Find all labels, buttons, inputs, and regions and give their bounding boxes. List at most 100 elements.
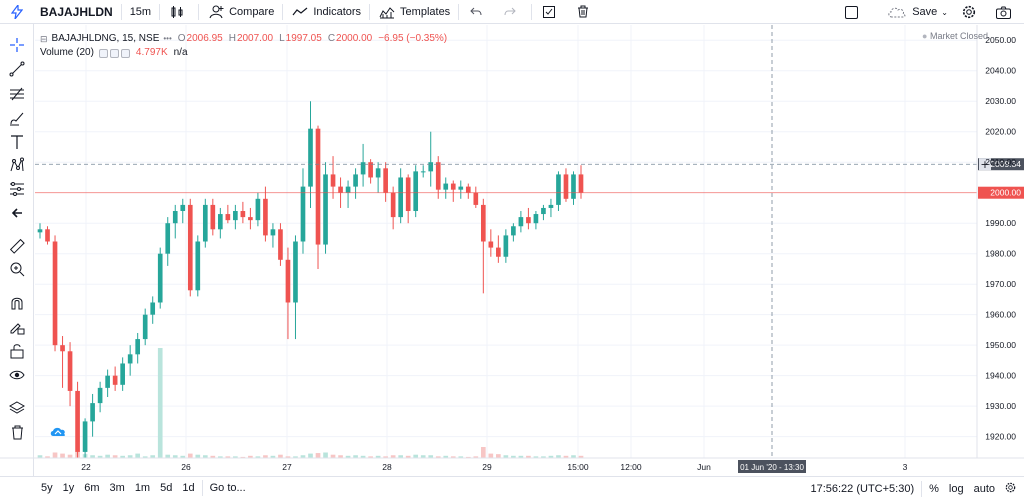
snapshot-button[interactable] <box>988 0 1024 24</box>
candle-body <box>405 177 411 212</box>
volume-bar <box>323 452 328 458</box>
trend-line-tool-button[interactable] <box>6 58 28 80</box>
range-button-3m[interactable]: 3m <box>109 482 125 494</box>
object-tree-button[interactable] <box>6 397 28 419</box>
delete-button[interactable] <box>568 0 602 24</box>
candle-body <box>300 186 306 242</box>
settings-button[interactable] <box>954 0 988 24</box>
volume-bar <box>90 455 95 458</box>
compare-button[interactable]: Compare <box>201 0 280 24</box>
percent-toggle[interactable]: % <box>929 482 939 495</box>
last-price-label-bg <box>978 186 1024 199</box>
zoom-tool-button[interactable] <box>6 258 28 280</box>
volume-bar <box>345 455 351 458</box>
volume-bars <box>37 348 584 458</box>
range-button-1m[interactable]: 1m <box>134 482 151 494</box>
candle-body <box>60 345 65 352</box>
undo-button[interactable] <box>461 0 495 24</box>
indicators-button[interactable]: Indicators <box>285 0 367 24</box>
chart-style-button[interactable] <box>162 0 196 24</box>
range-button-6m[interactable]: 6m <box>84 482 100 494</box>
volume-bar <box>218 456 223 458</box>
lightning-icon[interactable] <box>0 0 34 24</box>
candle-body <box>435 162 441 190</box>
volume-indicator-title[interactable]: Volume (20) <box>40 47 94 58</box>
brush-tool-button[interactable] <box>6 107 28 129</box>
range-button-5d[interactable]: 5d <box>160 482 173 494</box>
pattern-tool-button[interactable] <box>6 154 28 176</box>
volume-bar <box>571 455 576 458</box>
brush-icon <box>10 112 24 126</box>
camera-icon <box>994 3 1012 21</box>
save-button[interactable]: Save ⌄ <box>880 0 954 24</box>
auto-toggle[interactable]: auto <box>973 482 995 495</box>
bottom-right-group: 17:56:22 (UTC+5:30) % log auto <box>805 477 1024 499</box>
pattern-icon <box>10 157 24 172</box>
price-tick-label: 1970.00 <box>985 279 1016 289</box>
cloud-icon <box>886 3 908 21</box>
fullscreen-button[interactable] <box>836 0 870 24</box>
magnet-tool-button[interactable] <box>6 292 28 314</box>
settings-icon[interactable] <box>109 48 119 58</box>
redo-button[interactable] <box>495 0 529 24</box>
volume-bar <box>533 456 539 458</box>
candle-body <box>45 229 50 242</box>
back-arrow-button[interactable] <box>6 202 28 224</box>
candle-body <box>511 226 516 236</box>
stay-drawing-button[interactable] <box>6 316 28 338</box>
candle-body <box>172 211 178 224</box>
open-value: 2006.95 <box>186 33 223 44</box>
goto-button[interactable]: Go to... <box>209 482 246 494</box>
prediction-tool-button[interactable] <box>6 178 28 200</box>
range-button-1d[interactable]: 1d <box>182 482 195 494</box>
open-label: O <box>177 33 186 44</box>
legend-menu-icon[interactable]: ••• <box>163 34 172 43</box>
price-tick-label: 2050.00 <box>985 35 1016 45</box>
volume-bar <box>150 455 156 458</box>
volume-bar <box>488 453 494 458</box>
candle-body <box>142 314 148 340</box>
text-tool-button[interactable] <box>6 131 28 153</box>
measure-tool-button[interactable] <box>6 235 28 257</box>
clock-label[interactable]: 17:56:22 (UTC+5:30) <box>810 482 915 495</box>
volume-ma-value: n/a <box>173 47 188 58</box>
trash-icon <box>574 3 592 21</box>
collapse-chevron-icon[interactable]: ⊟ <box>40 34 48 44</box>
toolbar-divider <box>201 480 203 496</box>
candle-body <box>270 229 276 236</box>
log-toggle[interactable]: log <box>948 482 964 495</box>
volume-bar <box>127 455 133 458</box>
candlesticks <box>37 101 584 458</box>
redo-icon <box>501 3 519 21</box>
scale-settings-button[interactable] <box>1000 482 1024 496</box>
candle-body <box>233 211 238 221</box>
price-scale[interactable]: 2050.00 2040.00 2030.00 2020.00 2010.00 1990.… <box>976 25 1016 458</box>
legend-symbol-title[interactable]: BAJAJHLDNG, 15, NSE <box>51 33 160 44</box>
templates-button[interactable]: Templates <box>372 0 456 24</box>
lock-drawings-button[interactable] <box>6 340 28 362</box>
symbol-search-button[interactable]: BAJAJHLDN <box>40 4 113 19</box>
time-scale[interactable]: 22 26 27 28 29 15:00 12:00 Jun 3 <box>0 457 1024 472</box>
eye-icon[interactable] <box>98 48 108 58</box>
arrow-left-icon <box>11 208 22 218</box>
volume-bar <box>480 447 486 458</box>
price-tick-label: 1960.00 <box>985 310 1016 320</box>
close-icon[interactable] <box>120 48 130 58</box>
remove-drawings-button[interactable] <box>6 421 28 443</box>
crosshair-tool-button[interactable] <box>6 34 28 56</box>
candle-body <box>210 204 216 230</box>
fib-tool-button[interactable] <box>6 83 28 105</box>
range-button-5y[interactable]: 5y <box>41 482 53 494</box>
select-mode-button[interactable] <box>534 0 568 24</box>
toolbar-divider <box>921 480 923 497</box>
candle-body <box>450 183 456 190</box>
interval-button[interactable]: 15m <box>129 5 152 18</box>
volume-bar <box>240 456 246 458</box>
time-tick-label: 3 <box>903 462 908 472</box>
candle-body <box>443 183 449 190</box>
range-button-1y[interactable]: 1y <box>62 482 75 494</box>
hide-drawings-button[interactable] <box>6 364 28 386</box>
candle-body <box>503 235 509 257</box>
